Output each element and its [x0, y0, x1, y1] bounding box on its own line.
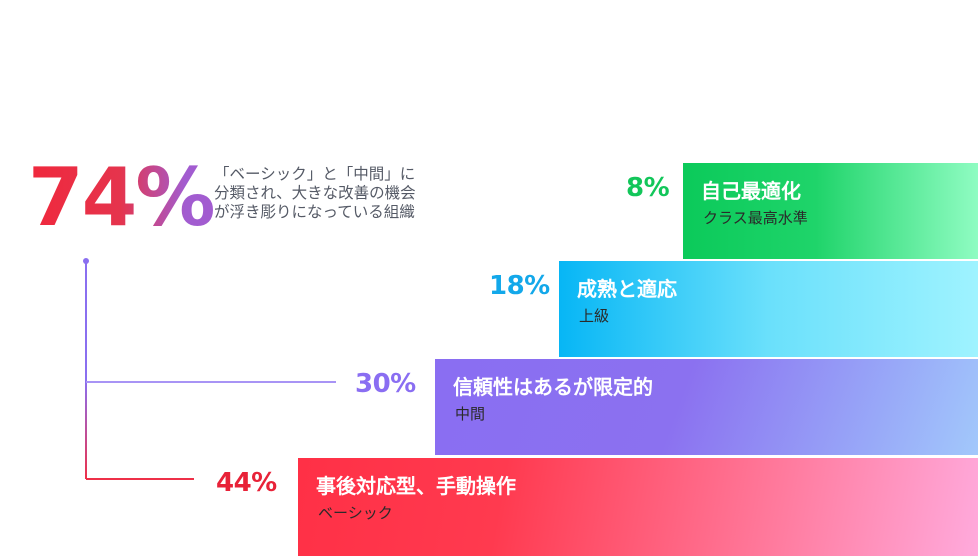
headline-description: 「ベーシック」と「中間」に 分類され、大きな改善の機会 が浮き彫りになっている組…	[214, 165, 416, 221]
tier-subtitle: 上級	[579, 307, 610, 325]
tier-title: 成熟と適応	[577, 277, 677, 301]
tier-percentage: 8%	[626, 173, 670, 203]
tier-title: 事後対応型、手動操作	[316, 474, 516, 498]
tier-mature-adaptive: 18% 成熟と適応 上級	[489, 261, 978, 357]
connector-line-basic	[86, 478, 194, 480]
tier-reliable-limited: 30% 信頼性はあるが限定的 中間	[355, 359, 978, 455]
connector-line-intermediate	[86, 381, 336, 383]
tier-bar: 信頼性はあるが限定的 中間	[435, 359, 978, 455]
tier-title: 信頼性はあるが限定的	[453, 375, 653, 399]
tier-title: 自己最適化	[701, 179, 801, 203]
tier-self-optimizing: 8% 自己最適化 クラス最高水準	[626, 163, 978, 259]
tier-percentage: 18%	[489, 271, 550, 301]
tier-reactive-manual: 44% 事後対応型、手動操作 ベーシック	[216, 458, 978, 556]
tier-subtitle: ベーシック	[318, 504, 393, 522]
tier-subtitle: 中間	[455, 405, 486, 423]
tier-percentage: 30%	[355, 369, 416, 399]
tier-bar: 事後対応型、手動操作 ベーシック	[298, 458, 978, 556]
headline-percentage: 74%	[28, 151, 215, 244]
tier-bar: 自己最適化 クラス最高水準	[683, 163, 978, 259]
connector-vertical-line	[85, 261, 87, 479]
tier-bar: 成熟と適応 上級	[559, 261, 978, 357]
tier-subtitle: クラス最高水準	[703, 209, 808, 227]
tier-percentage: 44%	[216, 468, 277, 498]
